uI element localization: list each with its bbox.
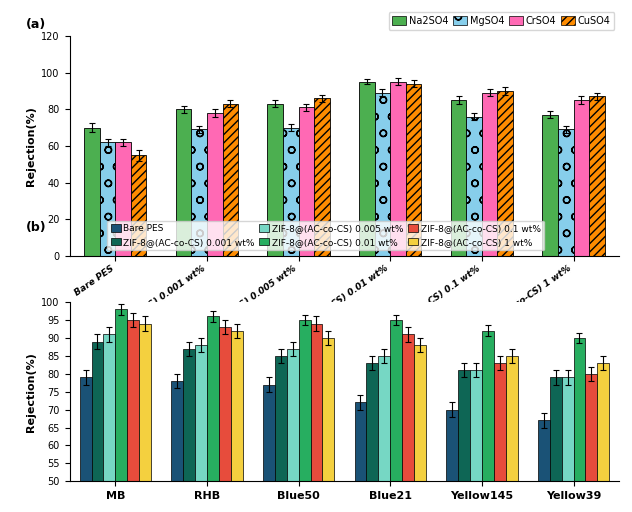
Bar bbox=[275, 356, 287, 512]
Bar bbox=[115, 142, 131, 256]
Text: (a): (a) bbox=[25, 18, 46, 31]
Bar bbox=[287, 349, 299, 512]
Bar bbox=[597, 363, 609, 512]
Bar bbox=[538, 420, 550, 512]
Bar bbox=[310, 324, 322, 512]
Bar bbox=[92, 342, 104, 512]
Y-axis label: Rejection(%): Rejection(%) bbox=[26, 106, 36, 186]
Bar bbox=[574, 338, 585, 512]
Bar bbox=[80, 377, 92, 512]
Bar bbox=[84, 127, 100, 256]
Bar bbox=[414, 345, 426, 512]
Bar bbox=[100, 142, 115, 256]
Bar bbox=[127, 320, 139, 512]
Y-axis label: Rejection(%): Rejection(%) bbox=[26, 352, 36, 432]
Bar bbox=[283, 127, 298, 256]
Bar bbox=[231, 331, 243, 512]
Bar bbox=[222, 104, 238, 256]
Legend: Bare PES, ZIF-8@(AC-co-CS) 0.001 wt%, ZIF-8@(AC-co-CS) 0.005 wt%, ZIF-8@(AC-co-C: Bare PES, ZIF-8@(AC-co-CS) 0.001 wt%, ZI… bbox=[107, 221, 544, 250]
Bar bbox=[406, 83, 422, 256]
Bar bbox=[359, 82, 375, 256]
Bar bbox=[375, 93, 390, 256]
Bar bbox=[589, 96, 605, 256]
Bar bbox=[171, 381, 183, 512]
Bar bbox=[542, 115, 558, 256]
Bar bbox=[191, 130, 207, 256]
Bar bbox=[446, 410, 458, 512]
Bar bbox=[390, 82, 406, 256]
Bar bbox=[298, 320, 310, 512]
Bar bbox=[104, 334, 115, 512]
Bar bbox=[470, 370, 482, 512]
Bar bbox=[574, 100, 589, 256]
Bar bbox=[506, 356, 518, 512]
Bar bbox=[558, 130, 574, 256]
Bar bbox=[195, 345, 207, 512]
Bar bbox=[379, 356, 391, 512]
Bar bbox=[390, 320, 402, 512]
Bar bbox=[550, 377, 562, 512]
Bar bbox=[263, 385, 275, 512]
Bar bbox=[207, 316, 219, 512]
Bar bbox=[562, 377, 573, 512]
Bar bbox=[139, 324, 151, 512]
Bar bbox=[367, 363, 379, 512]
Bar bbox=[207, 113, 222, 256]
Bar bbox=[466, 117, 482, 256]
Legend: Na2SO4, MgSO4, CrSO4, CuSO4: Na2SO4, MgSO4, CrSO4, CuSO4 bbox=[389, 12, 614, 30]
Bar bbox=[458, 370, 470, 512]
Bar bbox=[183, 349, 195, 512]
Bar bbox=[355, 402, 367, 512]
Bar bbox=[482, 93, 497, 256]
Bar bbox=[497, 91, 513, 256]
Bar bbox=[494, 363, 506, 512]
Bar bbox=[322, 338, 334, 512]
Bar bbox=[451, 100, 466, 256]
Bar bbox=[219, 327, 231, 512]
Bar bbox=[176, 109, 191, 256]
Text: (b): (b) bbox=[25, 222, 46, 234]
Bar bbox=[482, 331, 494, 512]
Bar bbox=[585, 374, 597, 512]
Bar bbox=[115, 309, 127, 512]
Bar bbox=[402, 334, 414, 512]
Bar bbox=[131, 155, 147, 256]
Bar bbox=[298, 108, 314, 256]
Bar bbox=[267, 104, 283, 256]
Bar bbox=[314, 98, 330, 256]
